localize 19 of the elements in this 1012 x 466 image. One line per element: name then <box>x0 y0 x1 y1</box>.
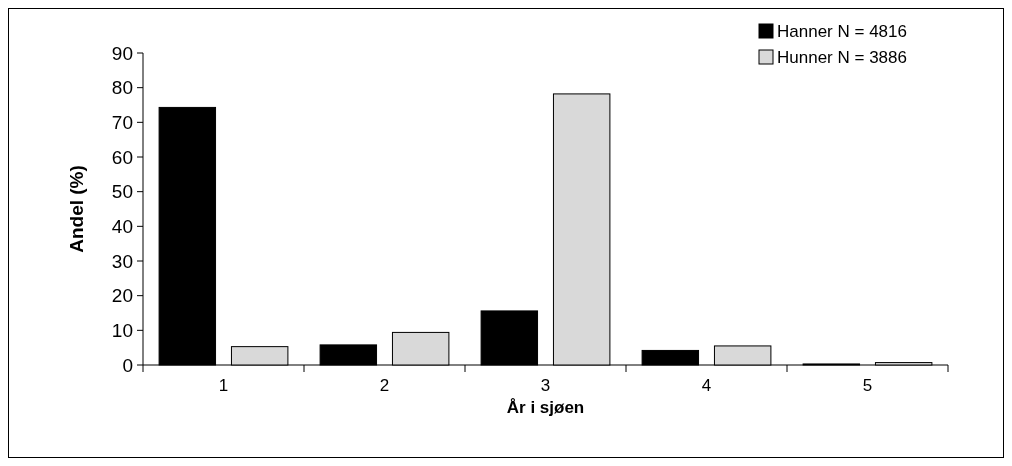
y-tick-label: 0 <box>122 354 133 376</box>
x-tick-label: 2 <box>379 376 390 395</box>
legend-label: Hunner N = 3886 <box>777 47 907 67</box>
x-tick-label: 4 <box>701 376 712 395</box>
y-tick-label: 30 <box>111 250 133 272</box>
x-tick-label: 3 <box>540 376 551 395</box>
y-tick-label: 50 <box>111 181 133 203</box>
y-axis-title: Andel (%) <box>66 165 87 253</box>
x-tick-label: 5 <box>862 376 873 395</box>
y-tick-label: 60 <box>111 146 133 168</box>
y-tick-label: 20 <box>111 285 133 307</box>
y-tick-label: 90 <box>111 42 133 64</box>
legend-label: Hanner N = 4816 <box>777 21 907 41</box>
y-tick-label: 40 <box>111 215 133 237</box>
x-axis-title: År i sjøen <box>506 398 585 417</box>
y-tick-label: 10 <box>111 319 133 341</box>
y-tick-label: 80 <box>111 77 133 99</box>
y-tick-label: 70 <box>111 111 133 133</box>
x-tick-label: 1 <box>218 376 229 395</box>
